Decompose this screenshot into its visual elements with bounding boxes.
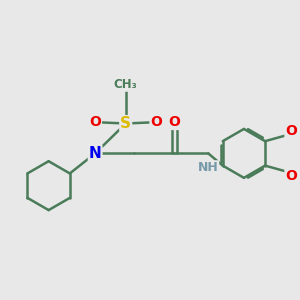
Text: CH₃: CH₃ [114, 78, 138, 91]
Text: N: N [89, 146, 101, 161]
Text: O: O [285, 169, 297, 183]
Text: O: O [89, 115, 101, 129]
Text: NH: NH [198, 161, 219, 174]
Text: O: O [168, 115, 180, 129]
Text: S: S [120, 116, 131, 131]
Text: O: O [150, 115, 162, 129]
Text: O: O [285, 124, 297, 138]
